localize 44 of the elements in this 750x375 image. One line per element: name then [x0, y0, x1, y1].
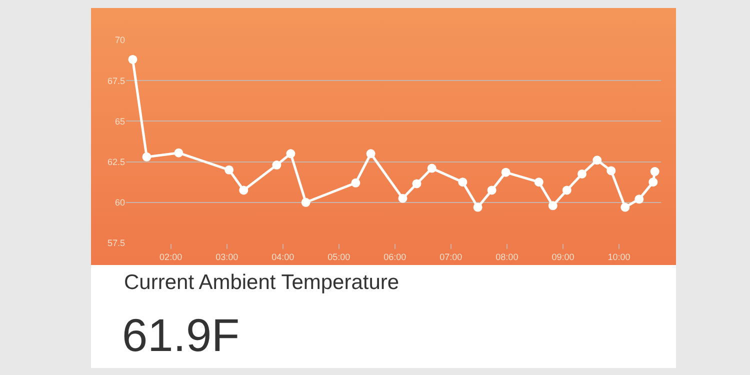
point: [620, 202, 630, 212]
point: [487, 186, 496, 195]
point: [650, 167, 660, 176]
x-tick-label: 04:00: [272, 252, 294, 262]
point: [501, 168, 510, 177]
x-tick-label: 06:00: [384, 252, 406, 262]
point: [548, 201, 558, 210]
y-tick-label: 57.5: [107, 238, 125, 248]
x-tick-label: 10:00: [608, 252, 630, 262]
point: [239, 186, 248, 195]
point: [412, 179, 422, 188]
point: [174, 148, 184, 158]
y-tick-label: 70: [114, 35, 125, 46]
point: [286, 149, 296, 158]
point: [224, 165, 234, 174]
point: [606, 166, 616, 176]
point: [142, 152, 152, 162]
point: [351, 178, 360, 188]
point: [534, 178, 544, 187]
y-tick-label: 67.5: [107, 76, 125, 86]
x-tick-label: 02:00: [160, 252, 182, 262]
point: [301, 198, 310, 207]
point: [578, 169, 587, 178]
point: [648, 178, 658, 187]
point: [458, 178, 468, 187]
text: Current Ambient Temperature: [124, 271, 400, 295]
x-tick-label: 05:00: [328, 252, 350, 262]
point: [592, 156, 602, 165]
point: [366, 149, 376, 158]
x-tick-label: 07:00: [440, 252, 462, 262]
point: [398, 194, 408, 203]
x-tick-label: 08:00: [496, 252, 518, 262]
x-tick-label: 09:00: [552, 252, 574, 262]
point: [427, 164, 436, 173]
x-tick-label: 03:00: [216, 252, 238, 262]
point: [634, 194, 644, 204]
y-tick-label: 65: [114, 116, 125, 126]
point: [562, 186, 572, 195]
point: [272, 160, 282, 170]
text: 61.9F: [122, 308, 240, 362]
y-tick-label: 60: [114, 198, 125, 208]
point: [128, 54, 138, 64]
point: [473, 202, 482, 212]
y-tick-label: 62.5: [107, 156, 125, 167]
